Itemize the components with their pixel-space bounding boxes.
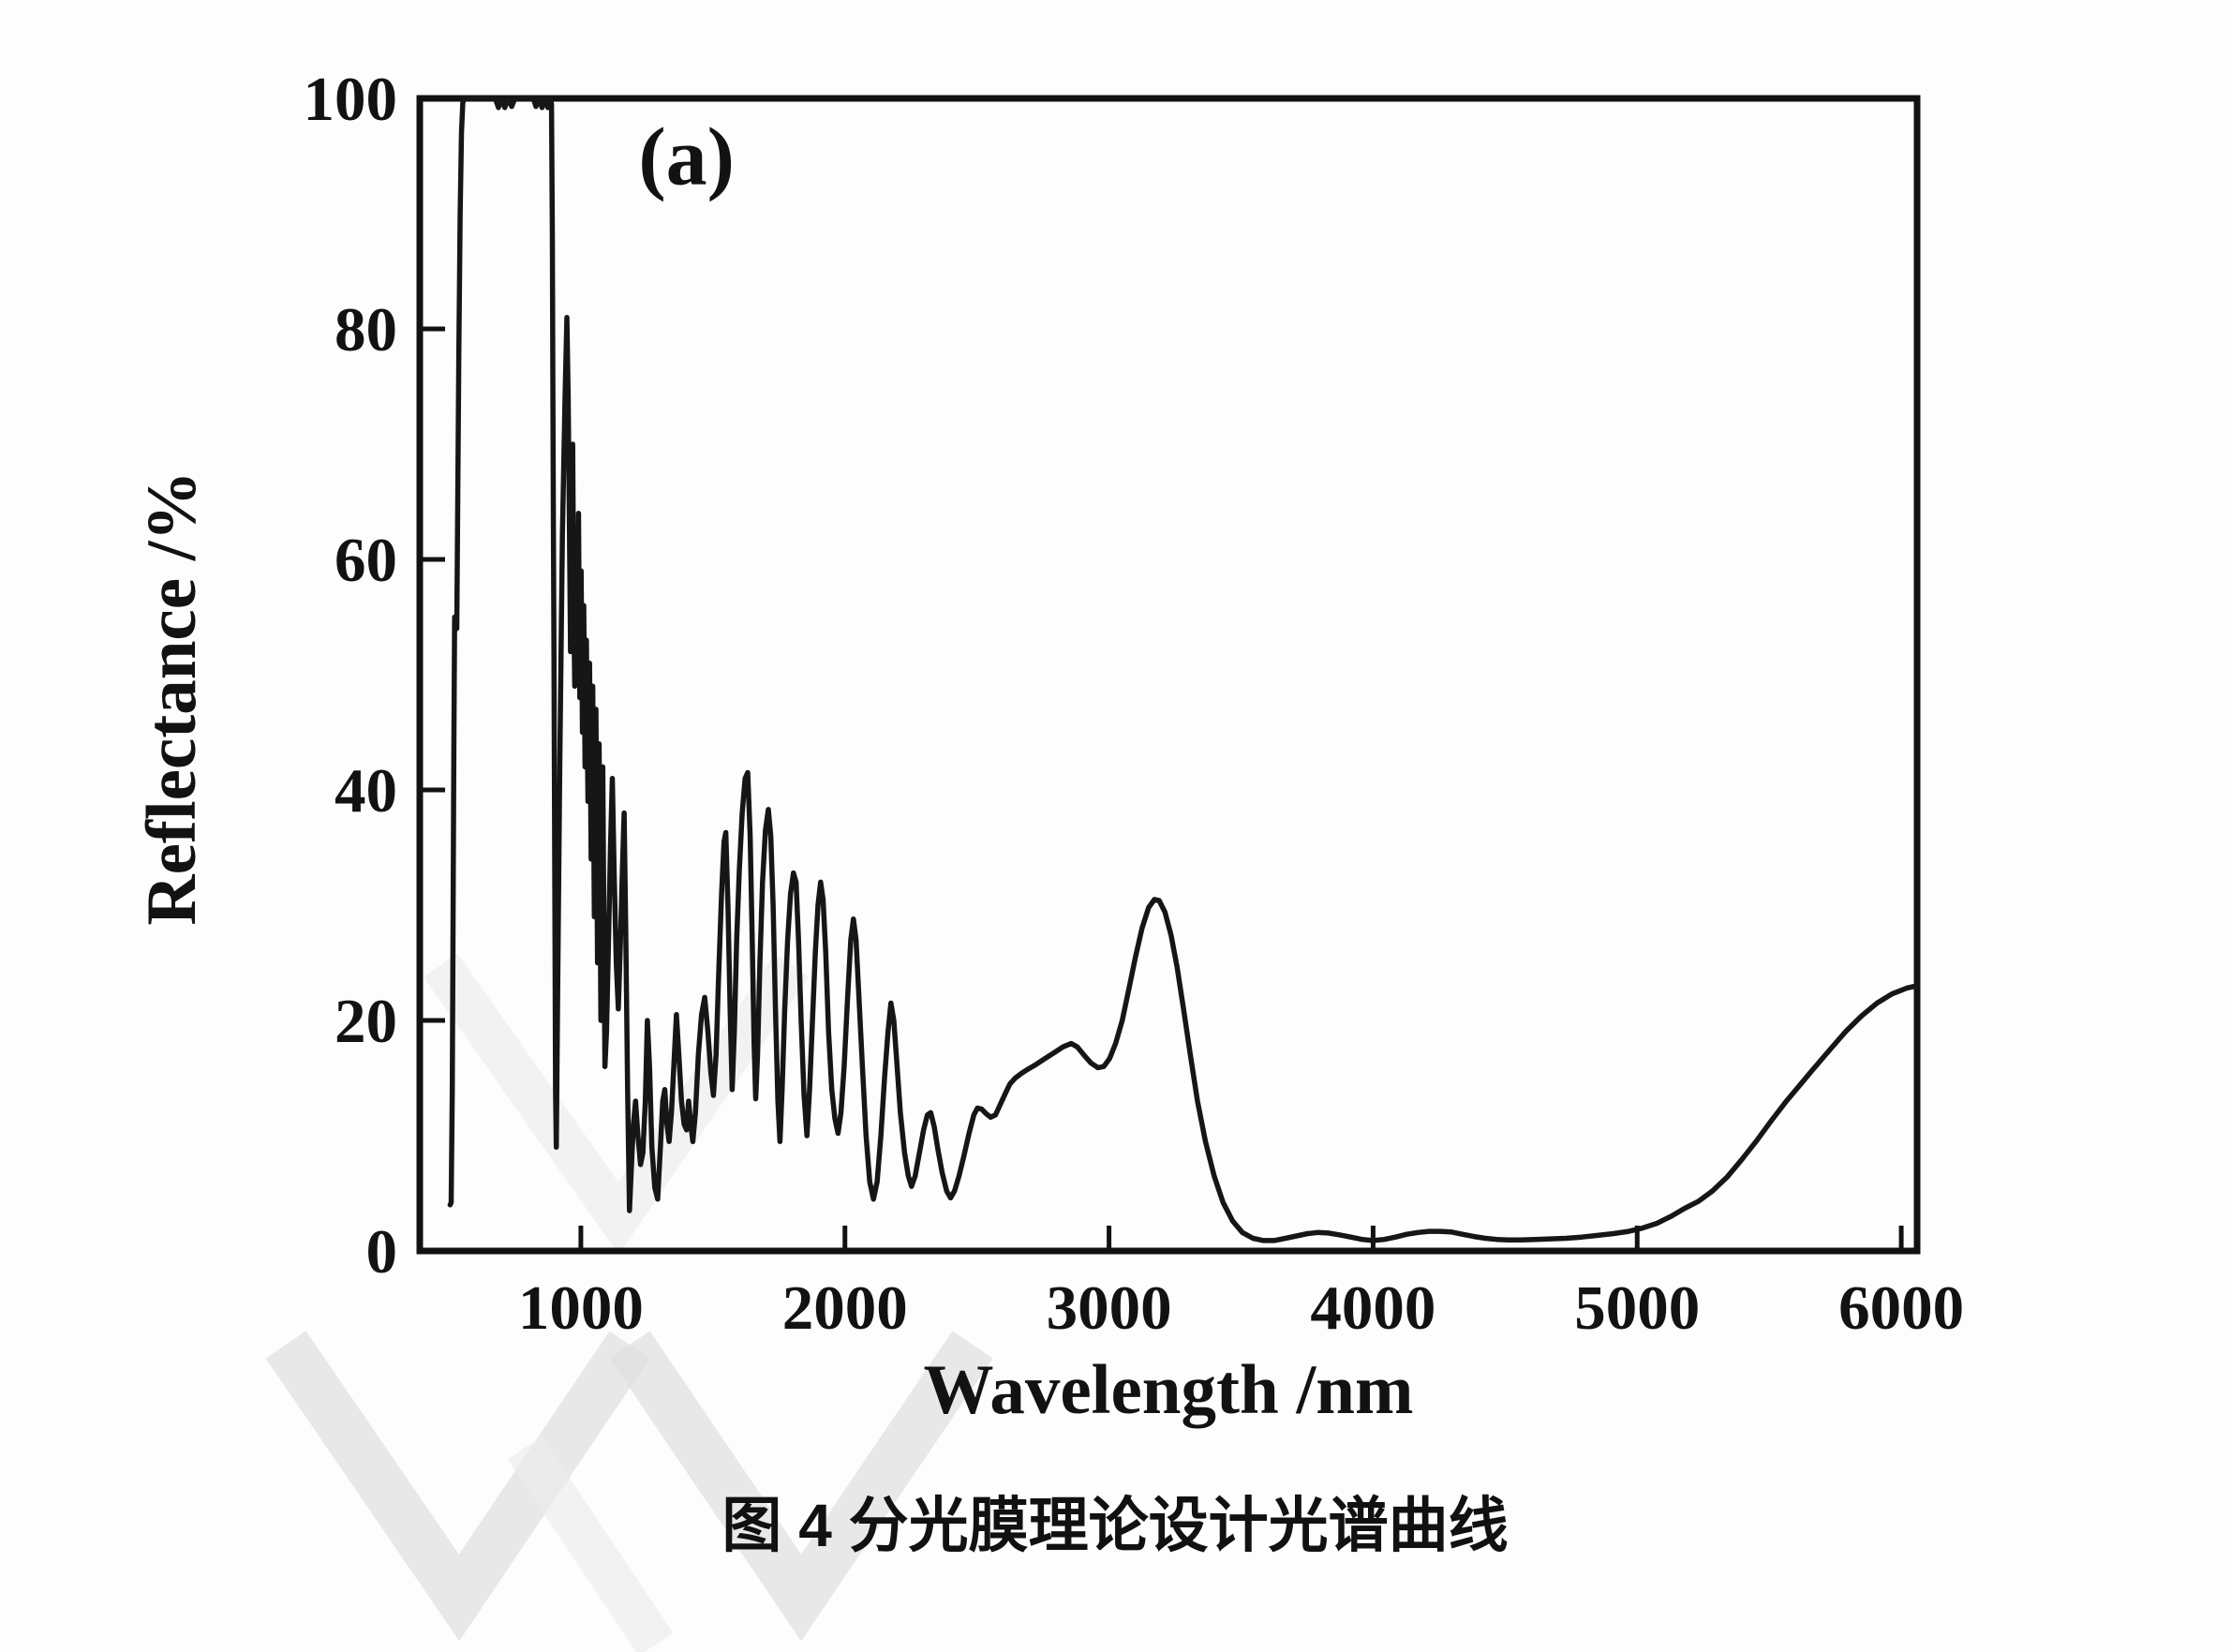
watermark (265, 953, 993, 1652)
watermark-chevron (265, 1331, 650, 1642)
x-tick-label: 3000 (1047, 1273, 1172, 1343)
x-axis-label: Wavelength /nm (924, 1351, 1414, 1429)
y-tick-label: 60 (335, 526, 397, 595)
y-tick-label: 80 (335, 295, 397, 365)
x-tick-label: 2000 (782, 1273, 908, 1343)
x-tick-label: 1000 (518, 1273, 644, 1343)
watermark-chevron (507, 1436, 674, 1652)
figure-caption: 图 4 分光膜理论设计光谱曲线 (721, 1492, 1508, 1559)
plot-frame (416, 95, 1921, 1255)
y-tick-label: 0 (366, 1217, 398, 1287)
y-axis-ticks: 0 20 40 60 80 100 (304, 65, 445, 1287)
reflectance-curve (447, 96, 1920, 1243)
y-axis-label: Reflectance /% (133, 470, 211, 925)
watermark-chevron (609, 1331, 993, 1642)
y-tick-label: 100 (304, 65, 398, 134)
x-tick-label: 4000 (1310, 1273, 1435, 1343)
y-tick-label: 40 (335, 756, 397, 826)
x-tick-label: 6000 (1838, 1273, 1964, 1343)
x-tick-label: 5000 (1574, 1273, 1700, 1343)
y-tick-label: 20 (335, 987, 397, 1056)
x-axis-ticks: 1000 2000 3000 4000 5000 6000 (518, 1226, 1964, 1343)
panel-label: (a) (638, 112, 735, 203)
